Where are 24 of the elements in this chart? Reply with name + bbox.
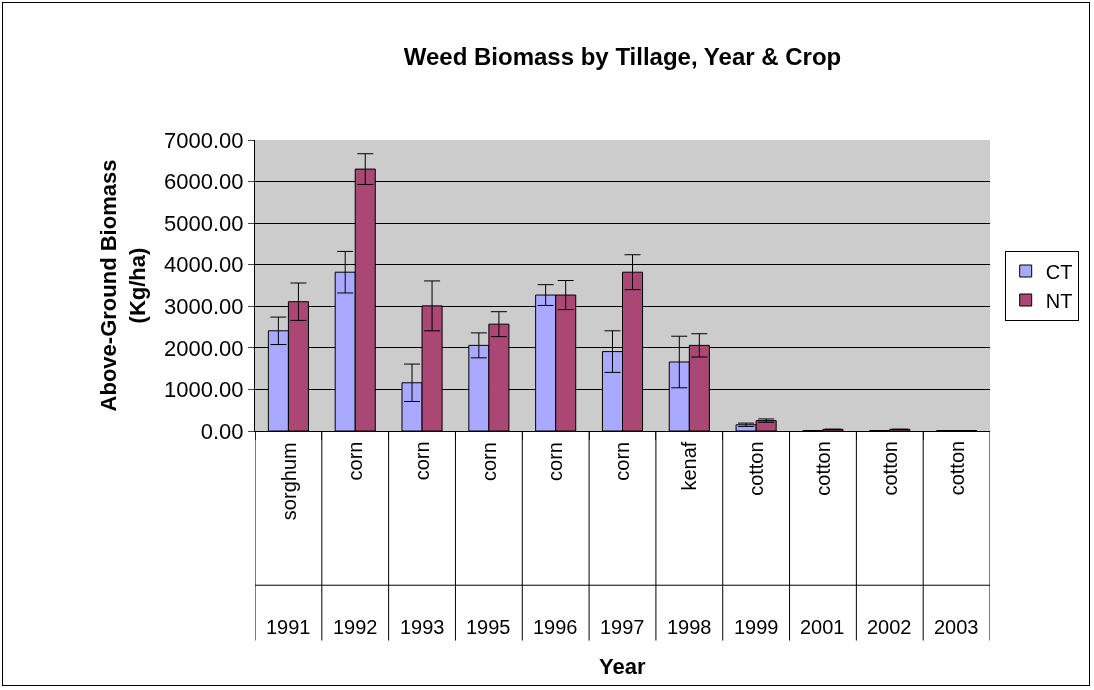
legend-label: NT	[1045, 289, 1073, 312]
category-label: cotton 2003	[934, 440, 979, 638]
y-tick-label: 7000.00	[164, 127, 244, 153]
category-label: corn 1993	[400, 441, 445, 638]
y-tick-label: 0.00	[200, 418, 244, 444]
category-label: corn 1996	[533, 442, 578, 638]
y-tick-label: 3000.00	[164, 293, 244, 319]
category-label: sorghum 1991	[266, 442, 311, 638]
category-label: cotton 2001	[800, 441, 845, 638]
category-label: corn 1995	[466, 442, 511, 638]
y-tick-label: 1000.00	[164, 377, 244, 403]
text: Year	[599, 654, 646, 679]
y-tick-label: 5000.00	[164, 210, 244, 236]
y-tick-label: 2000.00	[164, 335, 244, 361]
y-axis-title: Above-Ground Biomass (Kg/ha)	[96, 159, 150, 412]
chart-title: Weed Biomass by Tillage, Year & Crop	[403, 43, 842, 71]
category-label: corn 1992	[333, 441, 378, 638]
category-label: corn 1997	[600, 441, 645, 638]
legend-label: CT	[1045, 260, 1073, 283]
y-tick-label: 6000.00	[164, 169, 244, 195]
y-tick-label: 4000.00	[164, 252, 244, 278]
category-label: cotton 2002	[867, 441, 912, 638]
category-label: cotton 1999	[734, 441, 779, 638]
category-label: kenaf 1998	[667, 441, 712, 638]
